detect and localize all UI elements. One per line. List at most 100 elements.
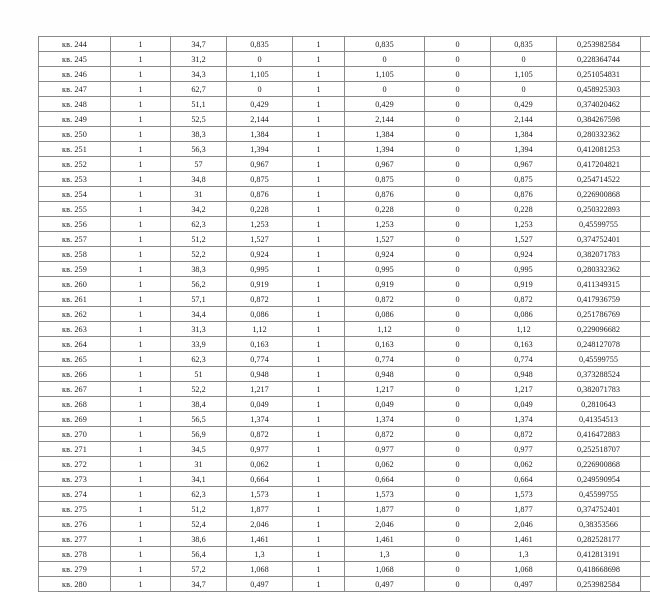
cell-value_b: 0,664 (345, 472, 425, 487)
cell-flag_1: 1 (293, 442, 345, 457)
cell-value_a: 1,527 (227, 232, 293, 247)
cell-count: 1 (111, 142, 171, 157)
cell-flag_0: 0 (425, 127, 491, 142)
cell-value_c: 0,977 (491, 442, 557, 457)
cell-coefficient: 0,226900868 (557, 457, 641, 472)
cell-label: кв. 264 (39, 337, 111, 352)
cell-total: 1,349096682 (641, 322, 650, 337)
cell-label: кв. 278 (39, 547, 111, 562)
cell-total: 0,337786769 (641, 307, 650, 322)
cell-value_b: 2,046 (345, 517, 425, 532)
cell-coefficient: 0,374020462 (557, 97, 641, 112)
cell-coefficient: 0,45599755 (557, 352, 641, 367)
cell-label: кв. 256 (39, 217, 111, 232)
cell-coefficient: 0,253982584 (557, 37, 641, 52)
cell-area: 62,3 (171, 487, 227, 502)
cell-coefficient: 0,248127078 (557, 337, 641, 352)
cell-value_c: 0,948 (491, 367, 557, 382)
cell-flag_1: 1 (293, 577, 345, 592)
cell-flag_1: 1 (293, 562, 345, 577)
cell-count: 1 (111, 97, 171, 112)
cell-coefficient: 0,228364744 (557, 52, 641, 67)
cell-value_a: 0,967 (227, 157, 293, 172)
cell-area: 38,4 (171, 397, 227, 412)
cell-total: 1,664332362 (641, 127, 650, 142)
cell-flag_1: 1 (293, 187, 345, 202)
cell-value_a: 1,12 (227, 322, 293, 337)
cell-flag_0: 0 (425, 157, 491, 172)
cell-coefficient: 0,226900868 (557, 187, 641, 202)
table-row: кв. 2721310,06210,06200,0620,2269008680,… (39, 457, 650, 472)
cell-value_b: 0,497 (345, 577, 425, 592)
cell-flag_0: 0 (425, 187, 491, 202)
cell-value_b: 1,12 (345, 322, 425, 337)
cell-label: кв. 263 (39, 322, 111, 337)
cell-flag_0: 0 (425, 307, 491, 322)
cell-flag_0: 0 (425, 292, 491, 307)
cell-coefficient: 0,41354513 (557, 412, 641, 427)
cell-value_a: 0,872 (227, 292, 293, 307)
cell-flag_1: 1 (293, 397, 345, 412)
cell-total: 1,712813191 (641, 547, 650, 562)
cell-flag_0: 0 (425, 67, 491, 82)
cell-value_a: 2,046 (227, 517, 293, 532)
cell-label: кв. 260 (39, 277, 111, 292)
cell-value_a: 0,086 (227, 307, 293, 322)
cell-value_b: 0,086 (345, 307, 425, 322)
cell-value_c: 0,163 (491, 337, 557, 352)
cell-value_a: 0,977 (227, 442, 293, 457)
cell-coefficient: 0,417204821 (557, 157, 641, 172)
cell-flag_0: 0 (425, 532, 491, 547)
cell-coefficient: 0,249590954 (557, 472, 641, 487)
cell-flag_0: 0 (425, 202, 491, 217)
cell-total: 0,411127078 (641, 337, 650, 352)
cell-area: 62,7 (171, 82, 227, 97)
cell-value_c: 1,253 (491, 217, 557, 232)
cell-label: кв. 255 (39, 202, 111, 217)
cell-coefficient: 0,254714522 (557, 172, 641, 187)
cell-value_c: 1,461 (491, 532, 557, 547)
cell-value_b: 0,429 (345, 97, 425, 112)
cell-flag_1: 1 (293, 457, 345, 472)
cell-value_b: 1,068 (345, 562, 425, 577)
table-row: кв. 2521570,96710,96700,9670,4172048211,… (39, 157, 650, 172)
cell-coefficient: 0,45599755 (557, 217, 641, 232)
cell-area: 34,4 (171, 307, 227, 322)
cell-count: 1 (111, 172, 171, 187)
cell-value_a: 0,875 (227, 172, 293, 187)
cell-flag_0: 0 (425, 502, 491, 517)
cell-flag_1: 1 (293, 217, 345, 232)
cell-value_b: 1,374 (345, 412, 425, 427)
cell-area: 62,3 (171, 352, 227, 367)
cell-coefficient: 0,416472883 (557, 427, 641, 442)
cell-flag_0: 0 (425, 352, 491, 367)
cell-total: 0,750982584 (641, 577, 650, 592)
cell-value_a: 0,919 (227, 277, 293, 292)
cell-value_a: 0 (227, 52, 293, 67)
cell-value_c: 0 (491, 52, 557, 67)
cell-value_a: 0,062 (227, 457, 293, 472)
cell-label: кв. 252 (39, 157, 111, 172)
cell-value_a: 0,497 (227, 577, 293, 592)
cell-value_b: 0,872 (345, 292, 425, 307)
cell-value_c: 0,919 (491, 277, 557, 292)
cell-total: 2,528267598 (641, 112, 650, 127)
cell-count: 1 (111, 37, 171, 52)
cell-count: 1 (111, 292, 171, 307)
cell-value_c: 2,046 (491, 517, 557, 532)
cell-area: 31 (171, 457, 227, 472)
cell-flag_0: 0 (425, 397, 491, 412)
cell-coefficient: 0,229096682 (557, 322, 641, 337)
cell-label: кв. 253 (39, 172, 111, 187)
cell-value_a: 0,429 (227, 97, 293, 112)
cell-label: кв. 277 (39, 532, 111, 547)
cell-coefficient: 0,382071783 (557, 247, 641, 262)
table-row: кв. 278156,41,311,301,30,4128131911,7128… (39, 547, 650, 562)
cell-flag_1: 1 (293, 67, 345, 82)
